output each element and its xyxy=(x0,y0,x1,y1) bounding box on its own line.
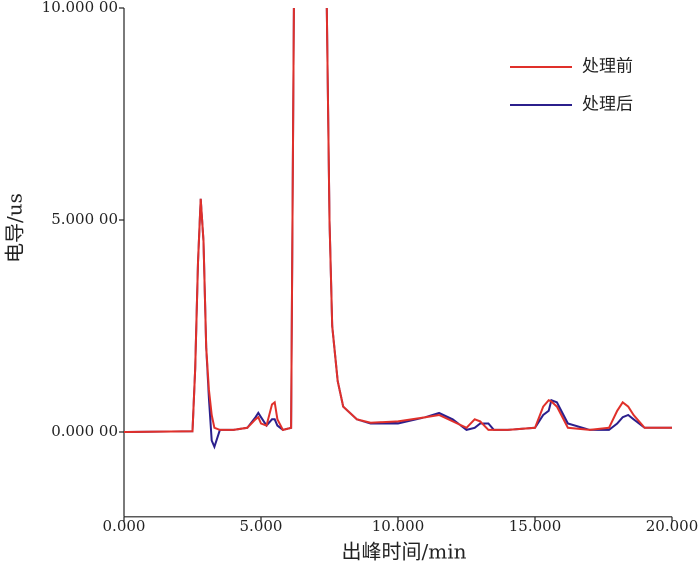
x-tick-label: 15.000 xyxy=(509,517,562,535)
y-axis-label: 电导/us xyxy=(3,193,27,263)
x-tick-label: 0.000 xyxy=(103,517,146,535)
x-tick-label: 5.000 xyxy=(240,517,283,535)
legend-label: 处理前 xyxy=(582,57,633,77)
x-axis-label: 出峰时间/min xyxy=(342,540,467,564)
x-tick-label: 20.000 xyxy=(646,517,699,535)
y-tick-label: 5.000 00 xyxy=(51,210,118,228)
y-tick-label: 0.000 00 xyxy=(51,422,118,440)
y-tick-label: 10.000 00 xyxy=(42,0,118,16)
x-tick-label: 10.000 xyxy=(372,517,425,535)
line-series xyxy=(124,8,672,433)
legend-label: 处理后 xyxy=(582,95,633,115)
